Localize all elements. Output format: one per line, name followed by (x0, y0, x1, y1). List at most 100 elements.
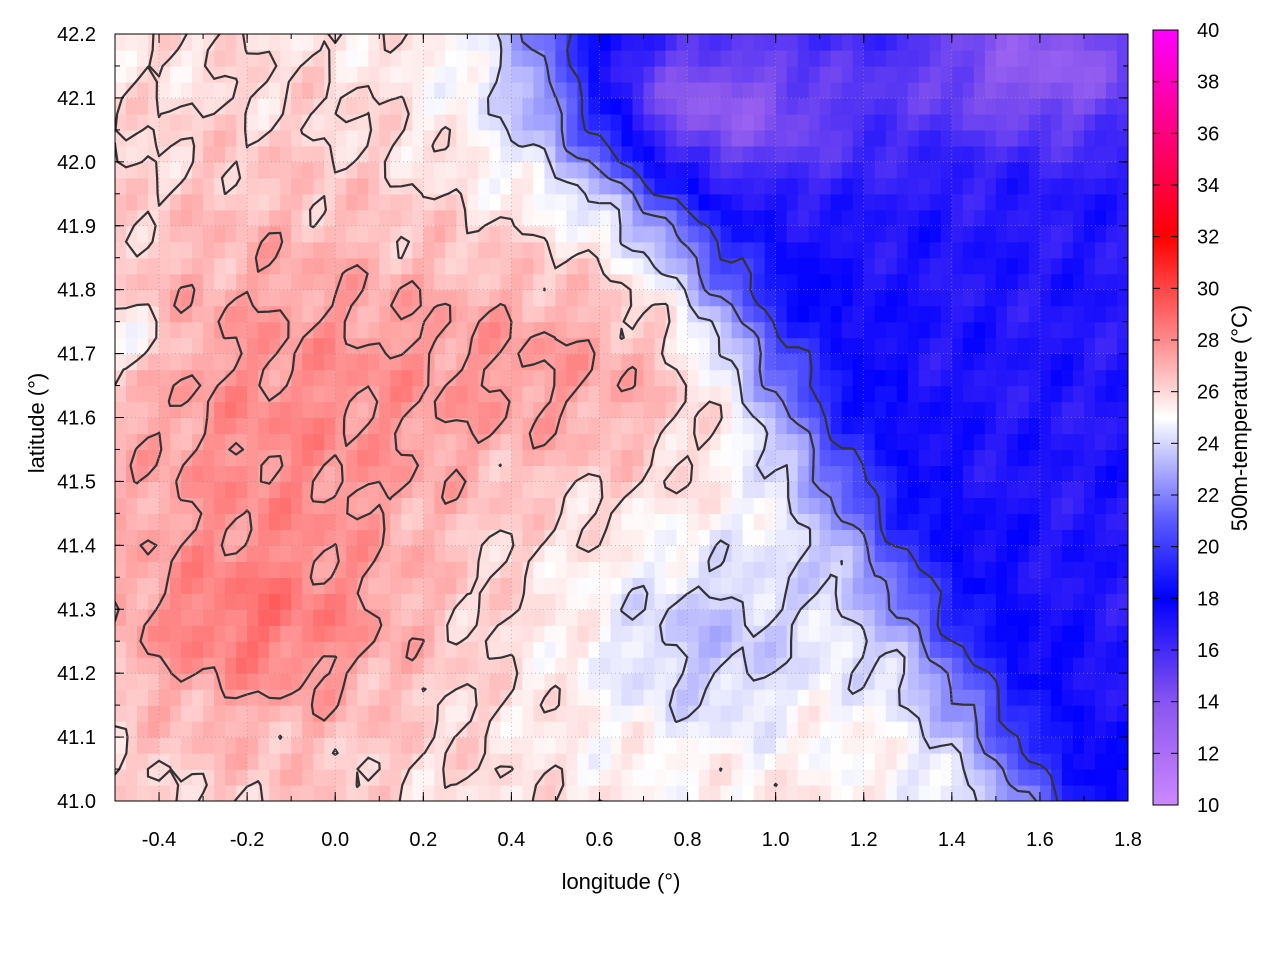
heatmap-cell (742, 705, 755, 722)
heatmap-cell (621, 337, 634, 355)
heatmap-cell (423, 641, 435, 658)
heatmap-cell (676, 753, 689, 770)
heatmap-cell (115, 513, 127, 530)
heatmap-cell (522, 433, 535, 451)
heatmap-cell (522, 705, 535, 722)
heatmap-cell (456, 577, 468, 594)
heatmap-cell (698, 225, 711, 243)
heatmap-cell (973, 561, 986, 578)
heatmap-cell (500, 673, 512, 690)
heatmap-cell (588, 97, 601, 115)
heatmap-cell (368, 705, 380, 722)
heatmap-cell (731, 177, 744, 195)
heatmap-cell (632, 481, 645, 498)
heatmap-cell (830, 273, 843, 291)
heatmap-cell (863, 593, 876, 610)
heatmap-cell (731, 225, 744, 243)
heatmap-cell (390, 241, 402, 259)
heatmap-cell (654, 481, 667, 498)
heatmap-cell (632, 577, 645, 594)
heatmap-cell (192, 97, 204, 115)
heatmap-cell (412, 545, 424, 562)
heatmap-cell (401, 65, 413, 83)
heatmap-cell (291, 273, 303, 291)
heatmap-cell (610, 513, 623, 530)
heatmap-cell (467, 753, 479, 770)
heatmap-cell (313, 401, 325, 419)
heatmap-cell (951, 49, 964, 67)
heatmap-cell (698, 465, 711, 483)
heatmap-cell (819, 337, 832, 355)
heatmap-cell (511, 673, 523, 690)
heatmap-cell (786, 97, 799, 115)
heatmap-cell (896, 49, 909, 67)
heatmap-cell (203, 65, 215, 83)
heatmap-cell (1083, 257, 1096, 275)
heatmap-cell (929, 609, 942, 626)
heatmap-cell (357, 721, 369, 738)
heatmap-cell (280, 545, 292, 562)
heatmap-cell (566, 113, 579, 131)
heatmap-cell (753, 65, 766, 83)
heatmap-cell (918, 753, 931, 770)
heatmap-cell (533, 577, 546, 594)
heatmap-cell (203, 641, 215, 658)
heatmap-cell (533, 273, 546, 291)
heatmap-cell (192, 721, 204, 738)
heatmap-cell (973, 209, 986, 227)
heatmap-cell (709, 289, 722, 307)
heatmap-cell (170, 625, 182, 642)
heatmap-cell (214, 657, 226, 674)
heatmap-cell (940, 129, 953, 147)
heatmap-cell (170, 145, 182, 163)
heatmap-cell (995, 769, 1008, 786)
heatmap-cell (775, 177, 788, 195)
heatmap-cell (159, 625, 171, 642)
heatmap-cell (258, 161, 270, 179)
heatmap-cell (918, 81, 931, 99)
heatmap-cell (335, 673, 347, 690)
heatmap-cell (929, 65, 942, 83)
heatmap-cell (522, 545, 535, 562)
heatmap-cell (280, 529, 292, 546)
heatmap-cell (302, 465, 314, 483)
heatmap-cell (786, 129, 799, 147)
heatmap-cell (698, 481, 711, 498)
heatmap-cell (775, 449, 788, 467)
heatmap-cell (335, 145, 347, 163)
heatmap-cell (731, 481, 744, 498)
heatmap-cell (412, 353, 424, 371)
heatmap-cell (533, 289, 546, 307)
heatmap-cell (1105, 497, 1118, 514)
heatmap-cell (621, 65, 634, 83)
heatmap-cell (346, 273, 358, 291)
heatmap-cell (709, 241, 722, 259)
heatmap-cell (379, 465, 391, 483)
heatmap-cell (984, 449, 997, 467)
heatmap-cell (181, 737, 193, 754)
heatmap-cell (1006, 305, 1019, 323)
heatmap-cell (181, 321, 193, 339)
heatmap-cell (1094, 577, 1107, 594)
heatmap-cell (390, 785, 402, 801)
heatmap-cell (1105, 145, 1118, 163)
heatmap-cell (1017, 65, 1030, 83)
heatmap-cell (665, 289, 678, 307)
heatmap-cell (643, 129, 656, 147)
heatmap-cell (368, 481, 380, 498)
heatmap-cell (115, 705, 127, 722)
heatmap-cell (863, 81, 876, 99)
heatmap-cell (566, 545, 579, 562)
heatmap-cell (489, 433, 501, 451)
heatmap-cell (599, 529, 612, 546)
heatmap-cell (434, 321, 446, 339)
heatmap-cell (687, 321, 700, 339)
heatmap-cell (907, 721, 920, 738)
heatmap-cell (137, 305, 149, 323)
heatmap-cell (313, 161, 325, 179)
heatmap-cell (346, 449, 358, 467)
heatmap-cell (291, 209, 303, 227)
heatmap-cell (566, 257, 579, 275)
heatmap-cell (984, 49, 997, 67)
heatmap-cell (918, 97, 931, 115)
